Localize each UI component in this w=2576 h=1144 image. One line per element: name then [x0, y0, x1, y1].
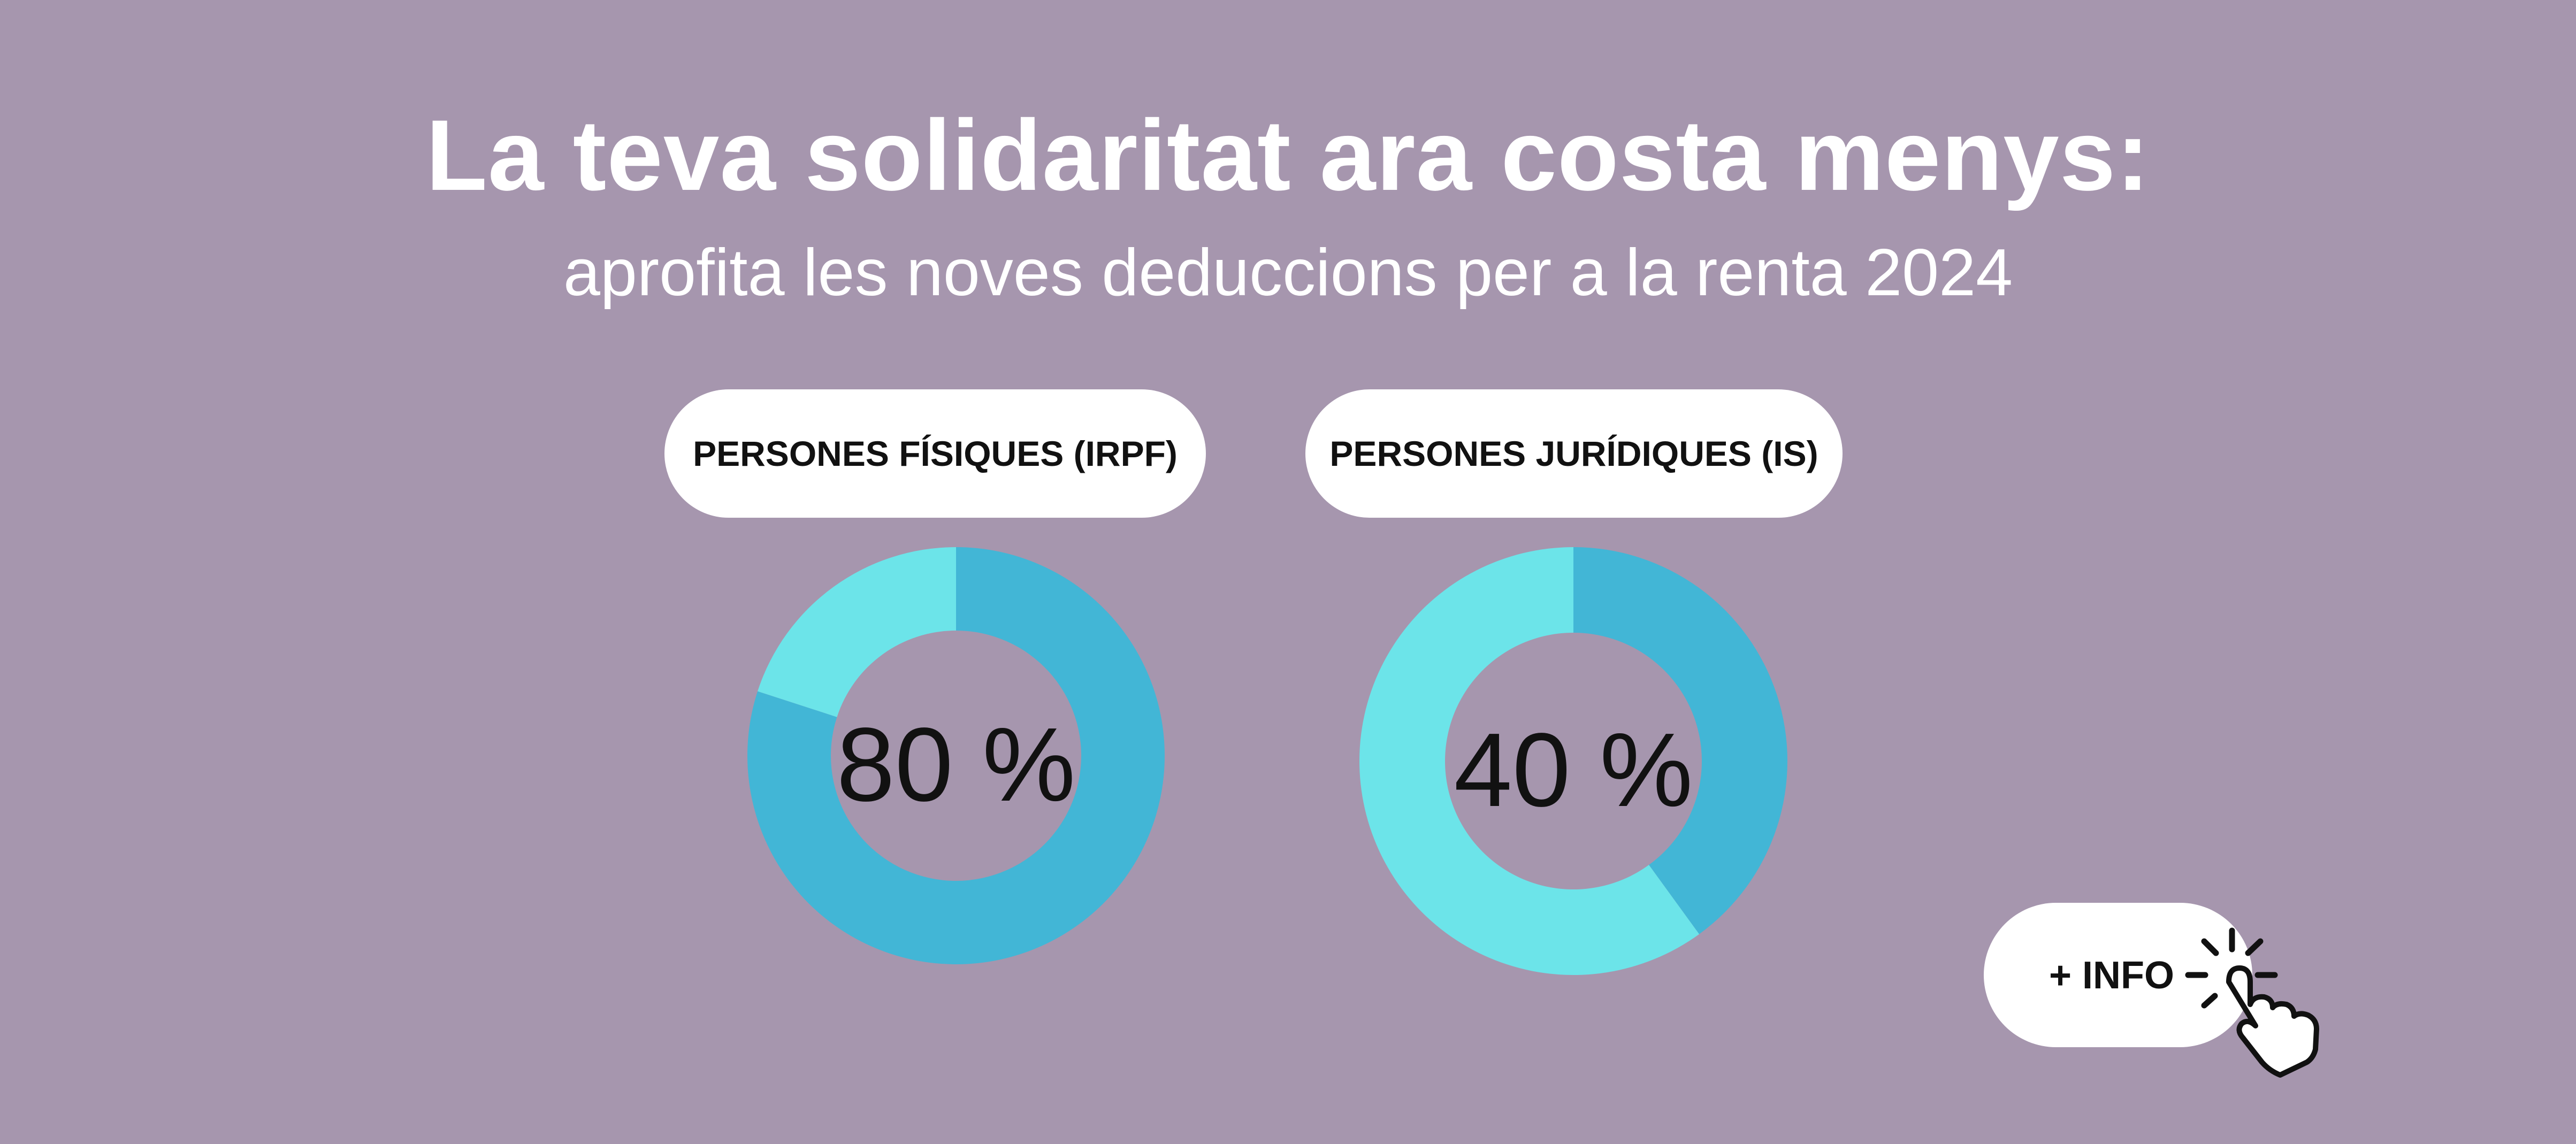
- irpf-slice-2: [758, 547, 956, 717]
- chart-title-is: PERSONES JURÍDIQUES (IS): [1305, 389, 1843, 518]
- info-button-label[interactable]: + INFO: [2049, 954, 2175, 997]
- donut-center-label-is: 40 %: [1454, 711, 1693, 828]
- is-slice-2: [1359, 547, 1700, 975]
- donut-chart-irpf: [747, 547, 1165, 964]
- donut-center-label-irpf: 80 %: [836, 706, 1076, 823]
- page-subtitle: aprofita les noves deduccions per a la r…: [563, 236, 2013, 310]
- donut-chart-is: [1359, 547, 1787, 975]
- page-title: La teva solidaritat ara costa menys:: [426, 99, 2150, 211]
- irpf-slice-1: [747, 547, 1165, 964]
- pointer-hand-icon[interactable]: [2183, 925, 2343, 1080]
- chart-title-irpf: PERSONES FÍSIQUES (IRPF): [664, 389, 1206, 518]
- is-slice-1: [1573, 547, 1787, 934]
